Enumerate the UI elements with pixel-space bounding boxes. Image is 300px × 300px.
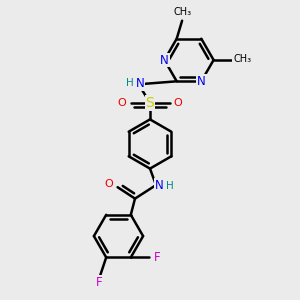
Text: H: H <box>166 181 173 191</box>
Text: N: N <box>160 53 169 67</box>
Text: O: O <box>118 98 127 108</box>
Text: CH₃: CH₃ <box>233 54 251 64</box>
Text: F: F <box>154 251 160 264</box>
Text: N: N <box>136 77 145 90</box>
Text: CH₃: CH₃ <box>174 7 192 17</box>
Text: O: O <box>173 98 182 108</box>
Text: H: H <box>126 78 134 88</box>
Text: N: N <box>197 75 206 88</box>
Text: S: S <box>146 96 154 110</box>
Text: N: N <box>154 179 164 192</box>
Text: F: F <box>95 276 102 290</box>
Text: O: O <box>105 178 114 189</box>
